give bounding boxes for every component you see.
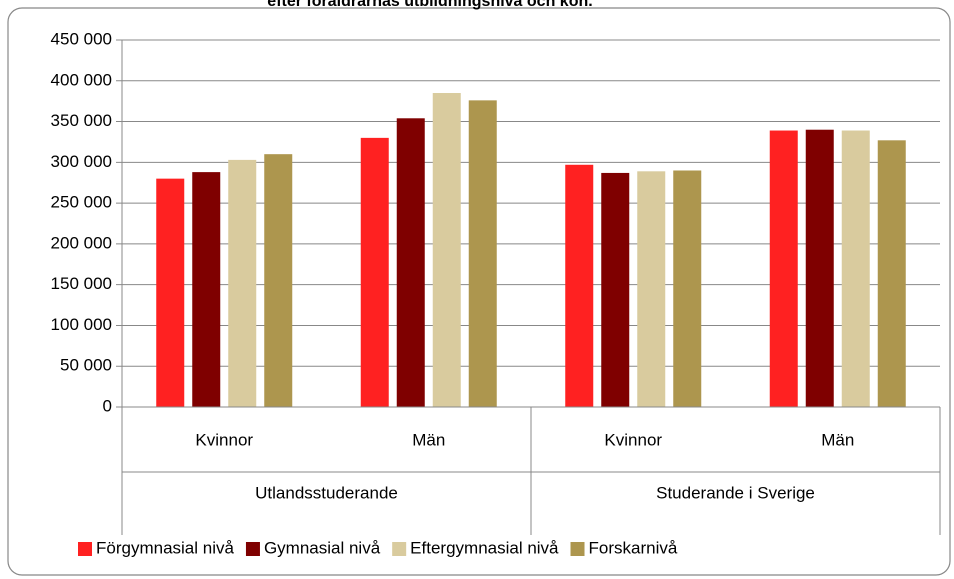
- group-label: Studerande i Sverige: [656, 483, 815, 502]
- y-tick-label: 100 000: [51, 315, 112, 334]
- y-tick-label: 300 000: [51, 152, 112, 171]
- x-tick-label: Kvinnor: [604, 430, 662, 449]
- y-tick-label: 350 000: [51, 111, 112, 130]
- bar: [565, 164, 594, 407]
- bar: [432, 93, 461, 407]
- x-tick-label: Kvinnor: [195, 430, 253, 449]
- bar: [228, 159, 257, 407]
- y-tick-label: 200 000: [51, 233, 112, 252]
- legend-label: Eftergymnasial nivå: [410, 538, 559, 557]
- bar: [877, 140, 906, 407]
- bar: [841, 130, 870, 407]
- y-tick-label: 0: [103, 396, 112, 415]
- y-tick-label: 250 000: [51, 193, 112, 212]
- x-tick-label: Män: [821, 430, 854, 449]
- y-tick-label: 150 000: [51, 274, 112, 293]
- bar: [396, 118, 425, 407]
- legend-label: Forskarnivå: [589, 538, 678, 557]
- bar: [468, 100, 497, 408]
- chart-title: efter föräldrarnas utbildningsnivå och k…: [267, 0, 592, 10]
- bar: [601, 172, 630, 407]
- legend-label: Gymnasial nivå: [264, 538, 381, 557]
- legend-swatch: [392, 542, 407, 556]
- y-tick-label: 400 000: [51, 70, 112, 89]
- legend-label: Förgymnasial nivå: [96, 538, 234, 557]
- bar: [264, 154, 293, 407]
- bar: [637, 171, 666, 407]
- bar: [192, 172, 221, 407]
- y-tick-label: 50 000: [60, 356, 112, 375]
- bar: [673, 170, 702, 407]
- x-tick-label: Män: [412, 430, 445, 449]
- legend-swatch: [78, 542, 92, 556]
- bar: [360, 137, 389, 407]
- bar: [769, 130, 798, 407]
- y-tick-label: 450 000: [51, 29, 112, 48]
- group-label: Utlandsstuderande: [255, 483, 398, 502]
- bar: [805, 129, 834, 407]
- legend-swatch: [570, 542, 585, 556]
- bar: [156, 178, 185, 407]
- legend-swatch: [245, 542, 260, 556]
